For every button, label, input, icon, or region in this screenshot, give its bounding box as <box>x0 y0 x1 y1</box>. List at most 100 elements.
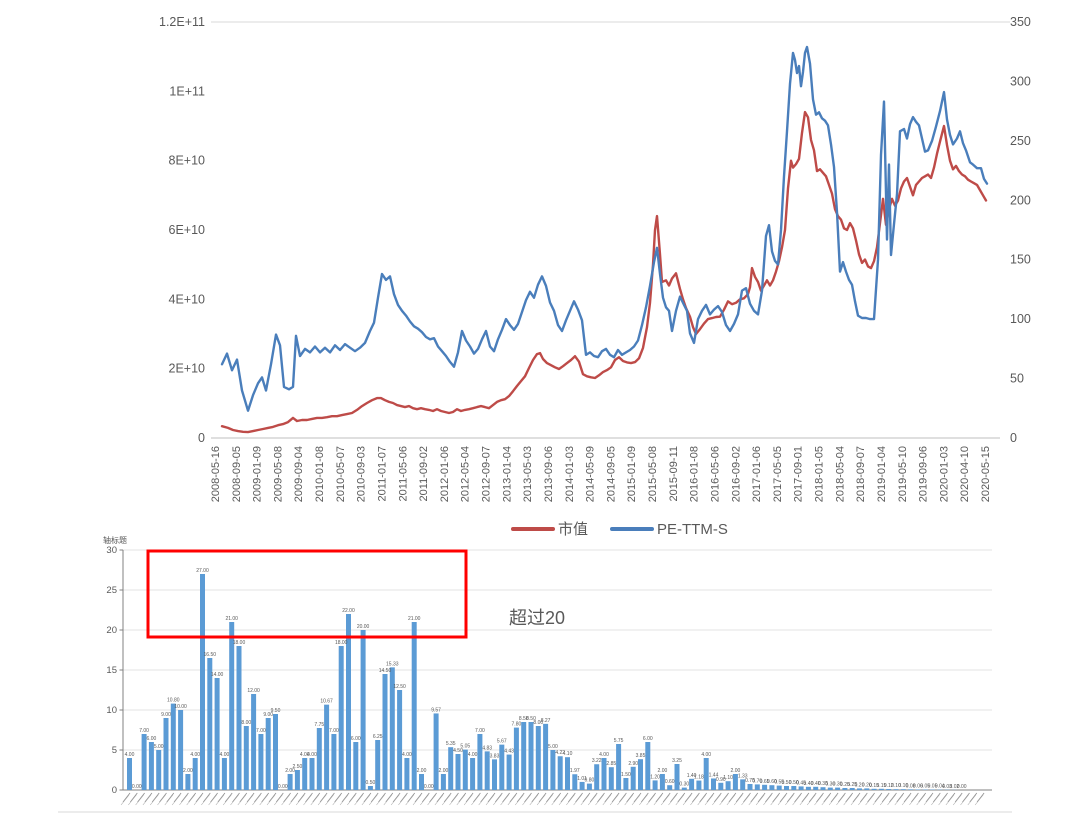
bar-value-label: 0.05 <box>920 784 930 790</box>
x-label-stroke <box>923 794 933 806</box>
x-label-stroke <box>750 792 759 803</box>
bar-value-label: 0.12 <box>884 783 894 789</box>
bar-value-label: 0.08 <box>906 783 916 789</box>
bar <box>448 747 454 790</box>
x-label-stroke <box>383 794 393 806</box>
x-label-stroke <box>726 794 736 806</box>
x-label-stroke <box>405 794 414 806</box>
bar <box>462 749 468 790</box>
x-label-stroke <box>721 792 729 803</box>
x-label-stroke <box>449 794 458 806</box>
right-axis-tick-label: 50 <box>1010 372 1024 386</box>
x-label-stroke <box>940 792 948 803</box>
x-label-stroke <box>772 792 781 803</box>
bar-value-label: 4.00 <box>468 752 478 758</box>
x-label-stroke <box>828 794 838 806</box>
bar-value-label: 0.70 <box>752 778 762 784</box>
bar <box>506 754 512 790</box>
bar-value-label: 0.65 <box>760 779 770 785</box>
bar-value-label: 0.60 <box>665 779 675 785</box>
x-label-stroke <box>755 794 765 806</box>
bar <box>484 751 490 790</box>
bar-value-label: 4.00 <box>190 752 200 758</box>
bar-value-label: 4.00 <box>402 752 412 758</box>
bar-value-label: 0.00 <box>278 784 288 790</box>
x-label-stroke <box>551 794 560 806</box>
bar <box>251 694 257 790</box>
x-label-stroke <box>757 792 766 803</box>
x-label-stroke <box>697 794 706 806</box>
bar-value-label: 2.00 <box>439 768 449 774</box>
x-label-stroke <box>909 794 918 806</box>
bar-value-label: 4.50 <box>453 748 463 754</box>
bar <box>521 722 527 790</box>
bar-value-label: 4.00 <box>300 752 310 758</box>
x-label-stroke <box>354 794 363 806</box>
bar-value-label: 2.90 <box>628 761 638 767</box>
x-label-stroke <box>843 794 852 806</box>
bar <box>659 774 665 790</box>
x-label-stroke <box>821 794 831 806</box>
bar <box>207 658 213 790</box>
bar-value-label: 4.00 <box>307 752 317 758</box>
x-label-stroke <box>522 794 531 806</box>
bar-value-label: 7.80 <box>512 722 522 728</box>
x-label-stroke <box>261 792 270 803</box>
bar <box>681 787 687 790</box>
series-line-market-cap <box>220 110 988 434</box>
x-label-stroke <box>845 792 854 803</box>
bar <box>586 783 592 790</box>
date-tick-label: 2019-09-06 <box>918 446 930 502</box>
x-label-stroke <box>458 792 467 803</box>
x-label-stroke <box>713 792 722 803</box>
bar-value-label: 1.40 <box>687 773 697 779</box>
annotation-box <box>146 549 468 639</box>
bar-value-label: 0.40 <box>811 781 821 787</box>
x-label-stroke <box>129 792 138 803</box>
bar-value-label: 27.00 <box>196 568 209 574</box>
x-label-stroke <box>624 794 633 806</box>
bar-value-label: 5.00 <box>548 744 558 750</box>
x-label-stroke <box>648 792 656 803</box>
bar <box>309 758 315 790</box>
bar <box>455 754 461 790</box>
x-label-stroke <box>149 794 159 806</box>
x-label-stroke <box>325 794 334 806</box>
x-label-stroke <box>799 794 809 806</box>
x-label-stroke <box>852 792 861 803</box>
right-axis-tick-label: 350 <box>1010 15 1031 29</box>
date-tick-label: 2018-05-04 <box>834 446 846 502</box>
bar <box>302 758 308 790</box>
x-label-stroke <box>952 794 962 806</box>
x-label-stroke <box>735 792 744 803</box>
bar <box>170 703 176 790</box>
x-label-stroke <box>633 792 642 803</box>
x-label-stroke <box>589 792 598 803</box>
bar-value-label: 0.02 <box>950 784 960 790</box>
x-label-stroke <box>684 792 693 803</box>
bar <box>842 788 848 790</box>
x-label-stroke <box>137 792 145 803</box>
bar <box>594 764 600 790</box>
bar <box>360 630 366 790</box>
x-label-stroke <box>239 792 248 803</box>
date-tick-label: 2014-05-09 <box>585 446 597 502</box>
x-label-stroke <box>690 794 699 806</box>
x-label-stroke <box>719 794 728 806</box>
bar <box>477 734 483 790</box>
bar-value-label: 0.30 <box>825 782 835 788</box>
x-label-stroke <box>179 794 188 806</box>
bar-value-label: 0.45 <box>796 780 806 786</box>
bar <box>572 774 578 790</box>
x-label-stroke <box>400 792 408 803</box>
bar <box>769 785 775 790</box>
bar-value-label: 0.00 <box>132 784 142 790</box>
bar-value-label: 9.00 <box>263 712 273 718</box>
x-label-stroke <box>398 794 407 806</box>
x-label-stroke <box>507 794 517 806</box>
bar <box>703 758 709 790</box>
x-label-stroke <box>266 794 276 806</box>
x-label-stroke <box>120 794 130 806</box>
bar <box>645 742 651 790</box>
bar <box>148 742 154 790</box>
